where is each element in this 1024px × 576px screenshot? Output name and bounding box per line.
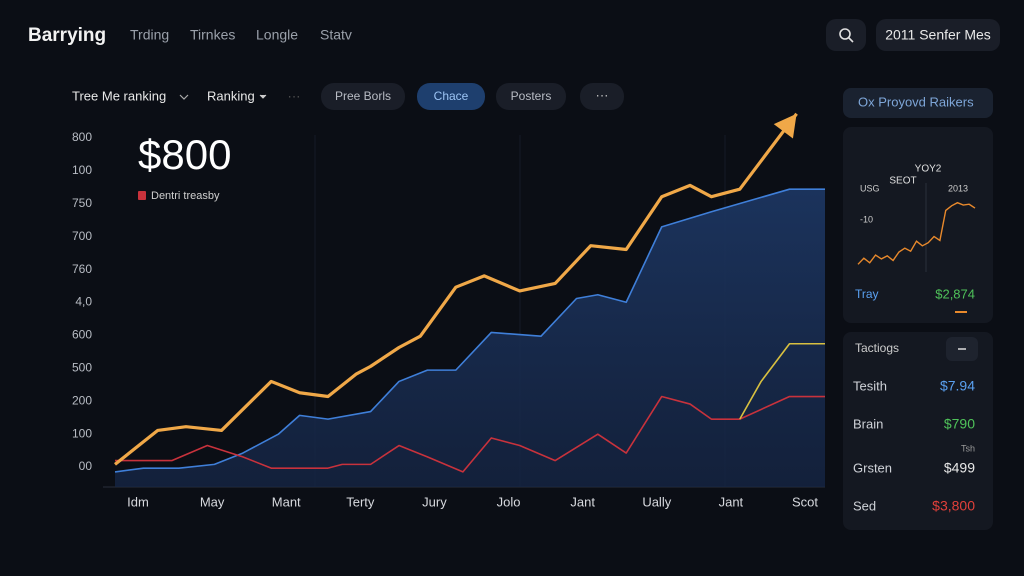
headline: $800 (138, 131, 231, 178)
y-tick-label: 100 (72, 426, 92, 440)
list-title: Tactiogs (855, 341, 899, 355)
toolbar-button[interactable] (496, 83, 566, 110)
toolbar-button[interactable] (417, 83, 485, 110)
toolbar-button-label[interactable]: Posters (511, 89, 552, 103)
mini-footer-label: Tray (855, 287, 879, 301)
toolbar-button-label[interactable]: Chace (434, 89, 469, 103)
x-tick-label: Jolo (497, 494, 521, 509)
list-value[interactable]: $499 (944, 460, 975, 476)
account-button[interactable] (876, 19, 1000, 51)
arrow-head (773, 113, 797, 139)
more-button[interactable] (580, 83, 624, 110)
mini-label: USG (860, 183, 880, 193)
y-tick-label: 800 (72, 130, 92, 144)
toolbar-title: Tree Me ranking (72, 88, 166, 103)
mini-label: 2013 (948, 183, 968, 193)
nav-link[interactable]: Trding (130, 27, 169, 43)
ellipsis: ··· (596, 87, 609, 102)
nav-link[interactable]: Tirnkes (190, 27, 235, 43)
x-tick-label: Ually (642, 494, 671, 509)
legend-label: Dentri treasby (151, 190, 220, 202)
chevron (259, 94, 267, 99)
x-tick-label: Jant (570, 494, 595, 509)
mini-subtitle: SEOT (889, 176, 916, 187)
series-line (739, 342, 825, 420)
search-icon (839, 28, 851, 40)
list-name[interactable]: Tesith (853, 378, 887, 393)
brand[interactable]: Barrying (28, 25, 106, 46)
y-tick-label: 00 (79, 459, 93, 473)
list-name[interactable]: Sed (853, 498, 876, 513)
x-tick-label: Mant (272, 494, 301, 509)
y-tick-label: 500 (72, 360, 92, 374)
toolbar-button-label[interactable]: Pree Borls (335, 89, 391, 103)
area (115, 189, 825, 488)
search-icon (848, 37, 854, 43)
mini-card (843, 127, 993, 323)
list-value[interactable]: $790 (944, 416, 975, 432)
side-button-label[interactable]: Ox Proyovd Raikers (858, 94, 974, 109)
list-card (843, 332, 993, 530)
legend-swatch (138, 191, 146, 200)
list-name[interactable]: Brain (853, 416, 883, 431)
x-tick-label: Terty (346, 494, 375, 509)
y-tick-label: 4,0 (75, 295, 92, 309)
y-tick-label: 600 (72, 328, 92, 342)
side-button[interactable] (843, 88, 993, 118)
mini-footer-value: $2,874 (935, 286, 975, 301)
toolbar-button[interactable] (321, 83, 405, 110)
series-line (114, 112, 798, 466)
nav-link[interactable]: Longle (256, 27, 298, 43)
sparkline (857, 201, 976, 265)
chevron (179, 94, 189, 100)
y-tick-label: 100 (72, 163, 92, 177)
x-tick-label: May (200, 494, 225, 509)
list-value[interactable]: $7.94 (940, 378, 975, 394)
list-note: Tsh (961, 443, 975, 453)
mini-axis-label: -10 (860, 214, 873, 224)
nav-link[interactable]: Statv (320, 27, 352, 43)
x-tick-label: Scot (792, 494, 818, 509)
list-name[interactable]: Grsten (853, 460, 892, 475)
ellipsis: ··· (288, 88, 301, 103)
account-label[interactable]: 2011 Senfer Mes (885, 27, 991, 43)
x-tick-label: Idm (127, 494, 149, 509)
search-button[interactable] (826, 19, 866, 51)
series-line (115, 395, 825, 473)
y-tick-label: 700 (72, 229, 92, 243)
list-value[interactable]: $3,800 (932, 498, 975, 514)
y-tick-label: 200 (72, 393, 92, 407)
mini-title: YOY2 (915, 164, 942, 175)
y-tick-label: 760 (72, 262, 92, 276)
y-tick-label: 750 (72, 196, 92, 210)
series-line (114, 188, 825, 473)
dropdown[interactable]: Ranking (207, 88, 255, 103)
x-tick-label: Jury (422, 494, 447, 509)
x-tick-label: Jant (719, 494, 744, 509)
